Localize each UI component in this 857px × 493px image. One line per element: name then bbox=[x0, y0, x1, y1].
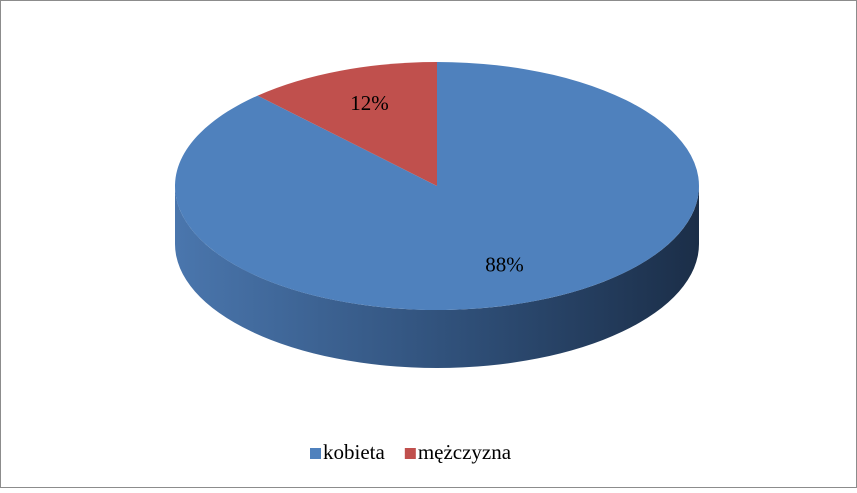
pie-slice bbox=[257, 62, 437, 186]
legend-label: mężczyzna bbox=[418, 440, 512, 464]
legend-label: kobieta bbox=[323, 440, 385, 464]
legend-swatch bbox=[310, 448, 321, 459]
legend-swatch bbox=[404, 448, 416, 459]
data-label: 12% bbox=[350, 91, 389, 115]
data-label: 88% bbox=[485, 253, 524, 277]
pie-side bbox=[175, 186, 699, 368]
